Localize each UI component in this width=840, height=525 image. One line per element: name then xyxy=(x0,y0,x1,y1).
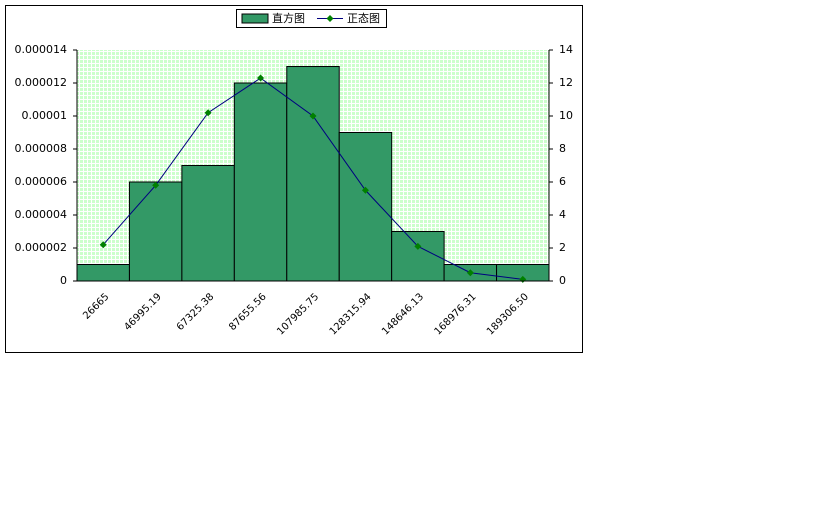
bar xyxy=(391,231,445,282)
y2-tick-label: 0 xyxy=(559,274,566,287)
legend-label: 直方图 xyxy=(272,11,305,25)
bar xyxy=(338,132,393,282)
bar xyxy=(286,66,340,282)
y-tick-label: 0.00001 xyxy=(22,109,68,122)
y-tick-label: 0 xyxy=(60,274,67,287)
legend: 直方图 正态图 xyxy=(236,9,387,28)
line-marker xyxy=(414,242,422,250)
y2-tick-label: 2 xyxy=(559,241,566,254)
y-tick-label: 0.000012 xyxy=(15,76,68,89)
y-tick-label: 0.000006 xyxy=(15,175,68,188)
line-marker xyxy=(152,181,160,189)
y-tick-label: 0.000004 xyxy=(15,208,68,221)
line-marker xyxy=(361,186,369,194)
legend-label: 正态图 xyxy=(347,12,380,25)
y2-tick-label: 6 xyxy=(559,175,566,188)
y-tick-label: 0.000008 xyxy=(15,142,68,155)
y-tick-label: 0.000014 xyxy=(15,43,68,56)
legend-swatch xyxy=(241,13,269,24)
y-tick-label: 0.000002 xyxy=(15,241,68,254)
line-marker xyxy=(309,112,317,120)
line-marker xyxy=(466,269,474,277)
y2-tick-label: 12 xyxy=(559,76,573,89)
line-marker xyxy=(99,241,107,249)
y2-tick-label: 10 xyxy=(559,109,573,122)
line-marker xyxy=(257,74,265,82)
bar xyxy=(76,264,130,282)
bar xyxy=(128,181,183,282)
y2-tick-label: 4 xyxy=(559,208,566,221)
legend-box xyxy=(236,9,387,28)
y2-tick-label: 8 xyxy=(559,142,566,155)
bar xyxy=(181,165,235,282)
bar xyxy=(233,82,288,282)
line-marker xyxy=(204,109,212,117)
y2-tick-label: 14 xyxy=(559,43,573,56)
legend-marker xyxy=(326,15,334,22)
